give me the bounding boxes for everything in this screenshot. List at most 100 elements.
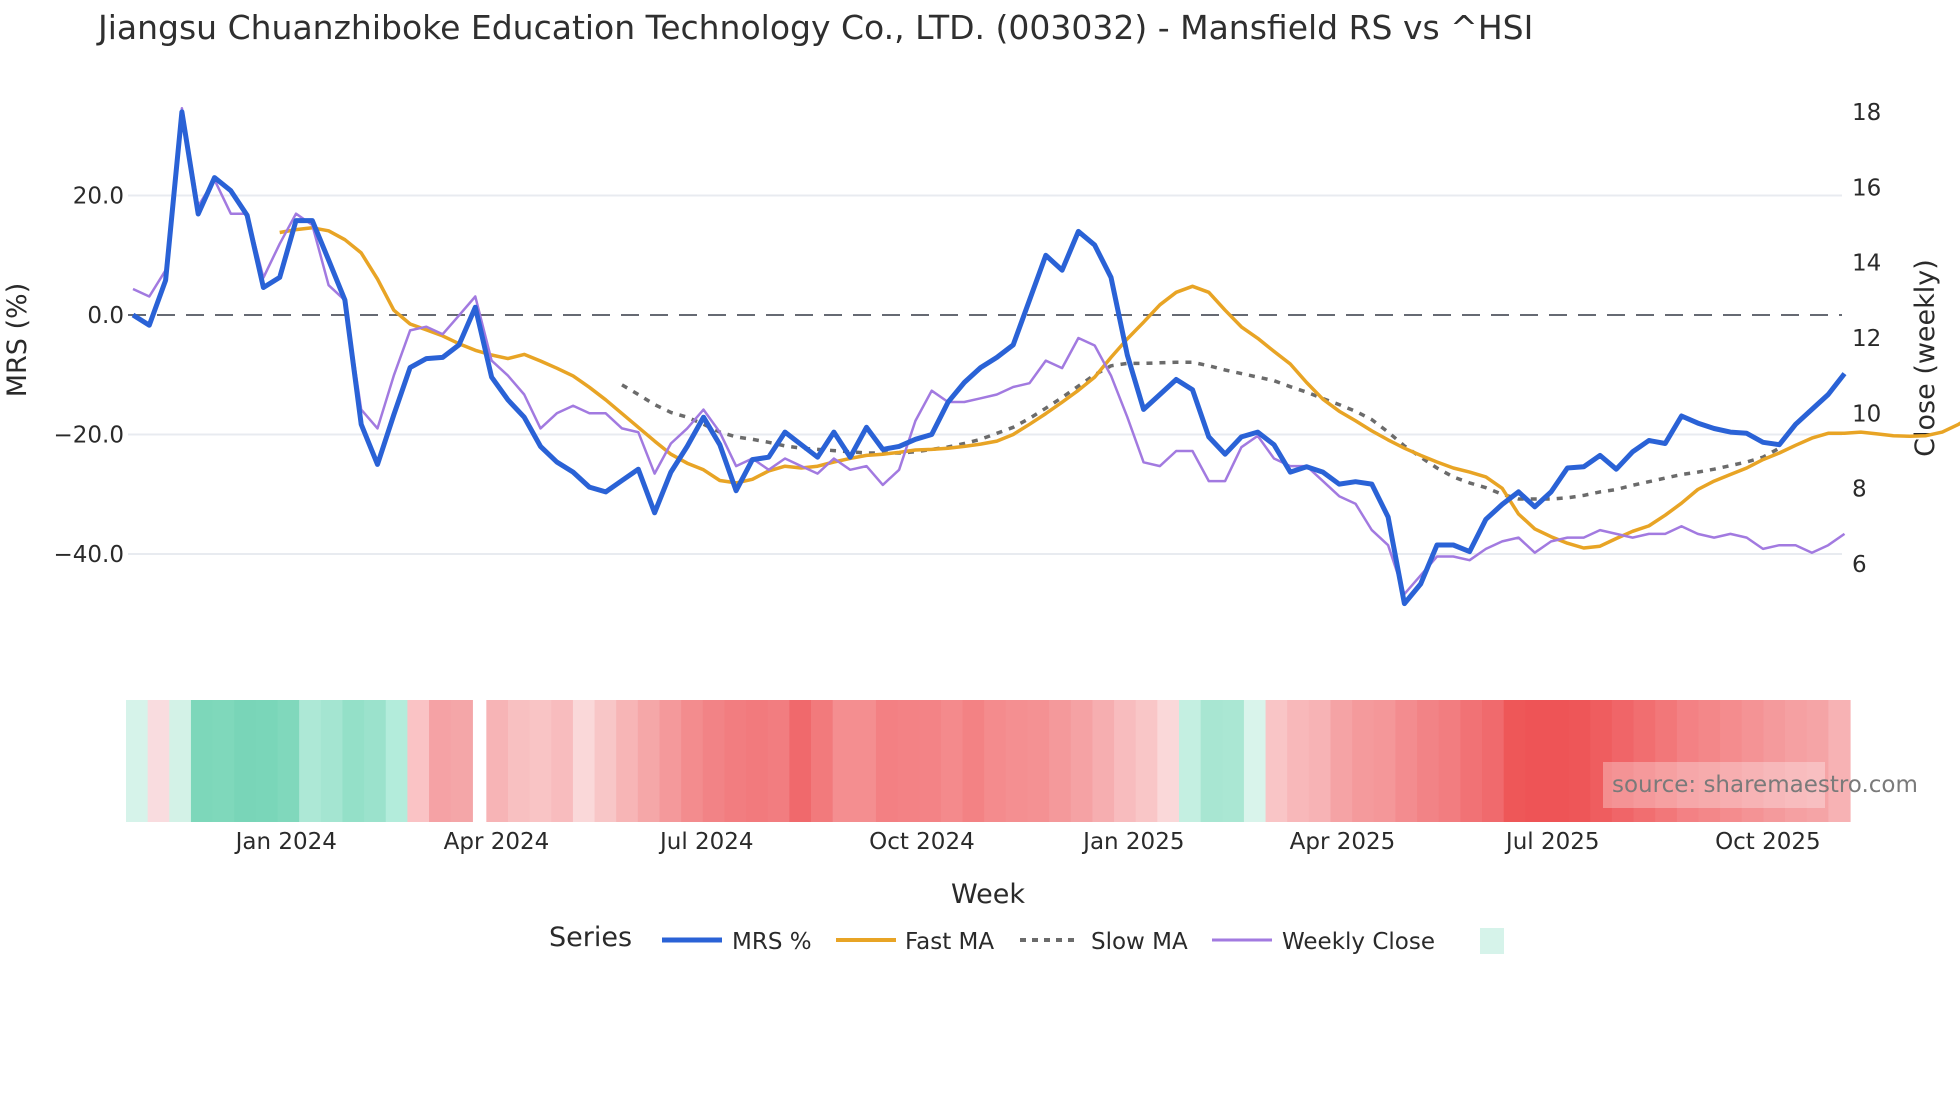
y-tick-label: 0.0 <box>87 303 124 329</box>
heatmap-cell <box>962 700 985 822</box>
heatmap-cell <box>126 700 149 822</box>
y2-tick-label: 16 <box>1852 175 1881 201</box>
x-axis-title: Week <box>951 879 1025 910</box>
x-tick-label: Oct 2024 <box>869 829 975 855</box>
heatmap-cell <box>940 700 964 822</box>
heatmap-cell <box>724 700 747 822</box>
weekly-close-line <box>132 106 1846 596</box>
x-tick-label: Apr 2024 <box>444 829 550 855</box>
heatmap-cell <box>1200 700 1223 822</box>
heatmap-cell <box>572 700 596 822</box>
chart-title: Jiangsu Chuanzhiboke Education Technolog… <box>98 8 1534 47</box>
heatmap-cell <box>1720 700 1743 822</box>
heatmap-cell <box>1265 700 1288 822</box>
left-y-axis-title: MRS (%) <box>2 283 33 398</box>
heatmap-cell <box>551 700 574 822</box>
heatmap-cell <box>681 700 704 822</box>
heatmap-cell <box>1611 700 1635 822</box>
y2-tick-label: 18 <box>1852 100 1881 126</box>
heatmap-cell <box>364 700 387 822</box>
heatmap-cell <box>255 700 279 822</box>
heatmap-cell <box>1049 700 1072 822</box>
y-tick-label: −40.0 <box>54 542 124 568</box>
y-tick-label: 20.0 <box>73 184 124 210</box>
heatmap-cell <box>1568 700 1591 822</box>
heatmap-cell <box>616 700 639 822</box>
heatmap-cell <box>1373 700 1397 822</box>
heatmap-cell <box>1178 700 1202 822</box>
heatmap-cell <box>1525 700 1548 822</box>
heatmap-cell <box>659 700 682 822</box>
heatmap-cell <box>1287 700 1310 822</box>
heatmap-cell <box>1590 700 1613 822</box>
x-tick-label: Jan 2024 <box>234 829 337 855</box>
slow-ma-line <box>621 360 1781 501</box>
legend-item-heatmap[interactable] <box>1480 928 1504 954</box>
heatmap-cell <box>1070 700 1094 822</box>
heatmap-cell <box>1027 700 1050 822</box>
legend-item-slow-ma[interactable]: Slow MA <box>1020 929 1188 955</box>
heatmap-cell <box>1330 700 1353 822</box>
y2-tick-label: 12 <box>1852 326 1881 352</box>
heatmap-cell <box>1503 700 1526 822</box>
heatmap-cell <box>984 700 1007 822</box>
heatmap-cell <box>190 700 214 822</box>
heatmap-cell <box>1633 700 1656 822</box>
heatmap-cell <box>486 700 509 822</box>
heatmap-cell <box>450 700 473 822</box>
heatmap-cell <box>212 700 235 822</box>
heatmap-cell <box>299 700 322 822</box>
heatmap-cell <box>1135 700 1158 822</box>
heatmap-cell <box>1092 700 1115 822</box>
y2-tick-label: 10 <box>1852 401 1881 427</box>
legend-swatch-heatmap <box>1480 928 1504 954</box>
heatmap-cell <box>1546 700 1570 822</box>
legend-item-weekly-close[interactable]: Weekly Close <box>1212 929 1435 955</box>
heatmap-cell <box>277 700 300 822</box>
fast-ma-line <box>279 226 1960 550</box>
heatmap-cell <box>832 700 855 822</box>
heatmap-cell <box>1785 700 1808 822</box>
heatmap-cell <box>1222 700 1245 822</box>
heatmap-cell <box>1243 700 1267 822</box>
legend-item-mrs[interactable]: MRS % <box>662 929 812 955</box>
heatmap-cell <box>320 700 344 822</box>
x-axis: Jan 2024 Apr 2024 Jul 2024 Oct 2024 Jan 2025… <box>234 829 1821 855</box>
heatmap-cell <box>385 700 408 822</box>
mrs-heatmap-strip <box>126 700 1851 822</box>
heatmap-cell <box>342 700 365 822</box>
heatmap-cell <box>169 700 192 822</box>
heatmap-cell <box>1698 700 1721 822</box>
legend-label-mrs: MRS % <box>732 929 812 955</box>
heatmap-cell <box>1763 700 1786 822</box>
source-watermark-bg <box>1603 762 1825 808</box>
heatmap-cell <box>1655 700 1678 822</box>
legend-label-fast-ma: Fast MA <box>905 929 994 955</box>
heatmap-cell <box>1005 700 1029 822</box>
legend-title: Series <box>549 922 632 953</box>
x-tick-label: Jul 2024 <box>658 829 754 855</box>
heatmap-cell <box>529 700 552 822</box>
heatmap-cell <box>767 700 790 822</box>
heatmap-cell <box>746 700 769 822</box>
heatmap-cell <box>897 700 920 822</box>
heatmap-cell <box>147 700 170 822</box>
x-tick-label: Jul 2025 <box>1504 829 1600 855</box>
heatmap-cell <box>507 700 531 822</box>
heatmap-cell <box>1828 700 1851 822</box>
legend-item-fast-ma[interactable]: Fast MA <box>836 929 994 955</box>
heatmap-cell <box>1806 700 1829 822</box>
heatmap-cell <box>429 700 452 822</box>
heatmap-cell <box>811 700 834 822</box>
source-watermark: source: sharemaestro.com <box>1612 772 1918 798</box>
heatmap-cell <box>234 700 257 822</box>
heatmap-cell <box>919 700 942 822</box>
heatmap-cell <box>875 700 899 822</box>
legend: Series MRS % Fast MA Slow MA Weekly Clos… <box>549 922 1504 955</box>
heatmap-cell <box>1352 700 1375 822</box>
plot-area <box>131 106 1960 607</box>
right-y-axis-title: Close (weekly) <box>1910 259 1941 457</box>
x-tick-label: Apr 2025 <box>1290 829 1396 855</box>
heatmap-cell <box>854 700 877 822</box>
heatmap-cell <box>1482 700 1505 822</box>
